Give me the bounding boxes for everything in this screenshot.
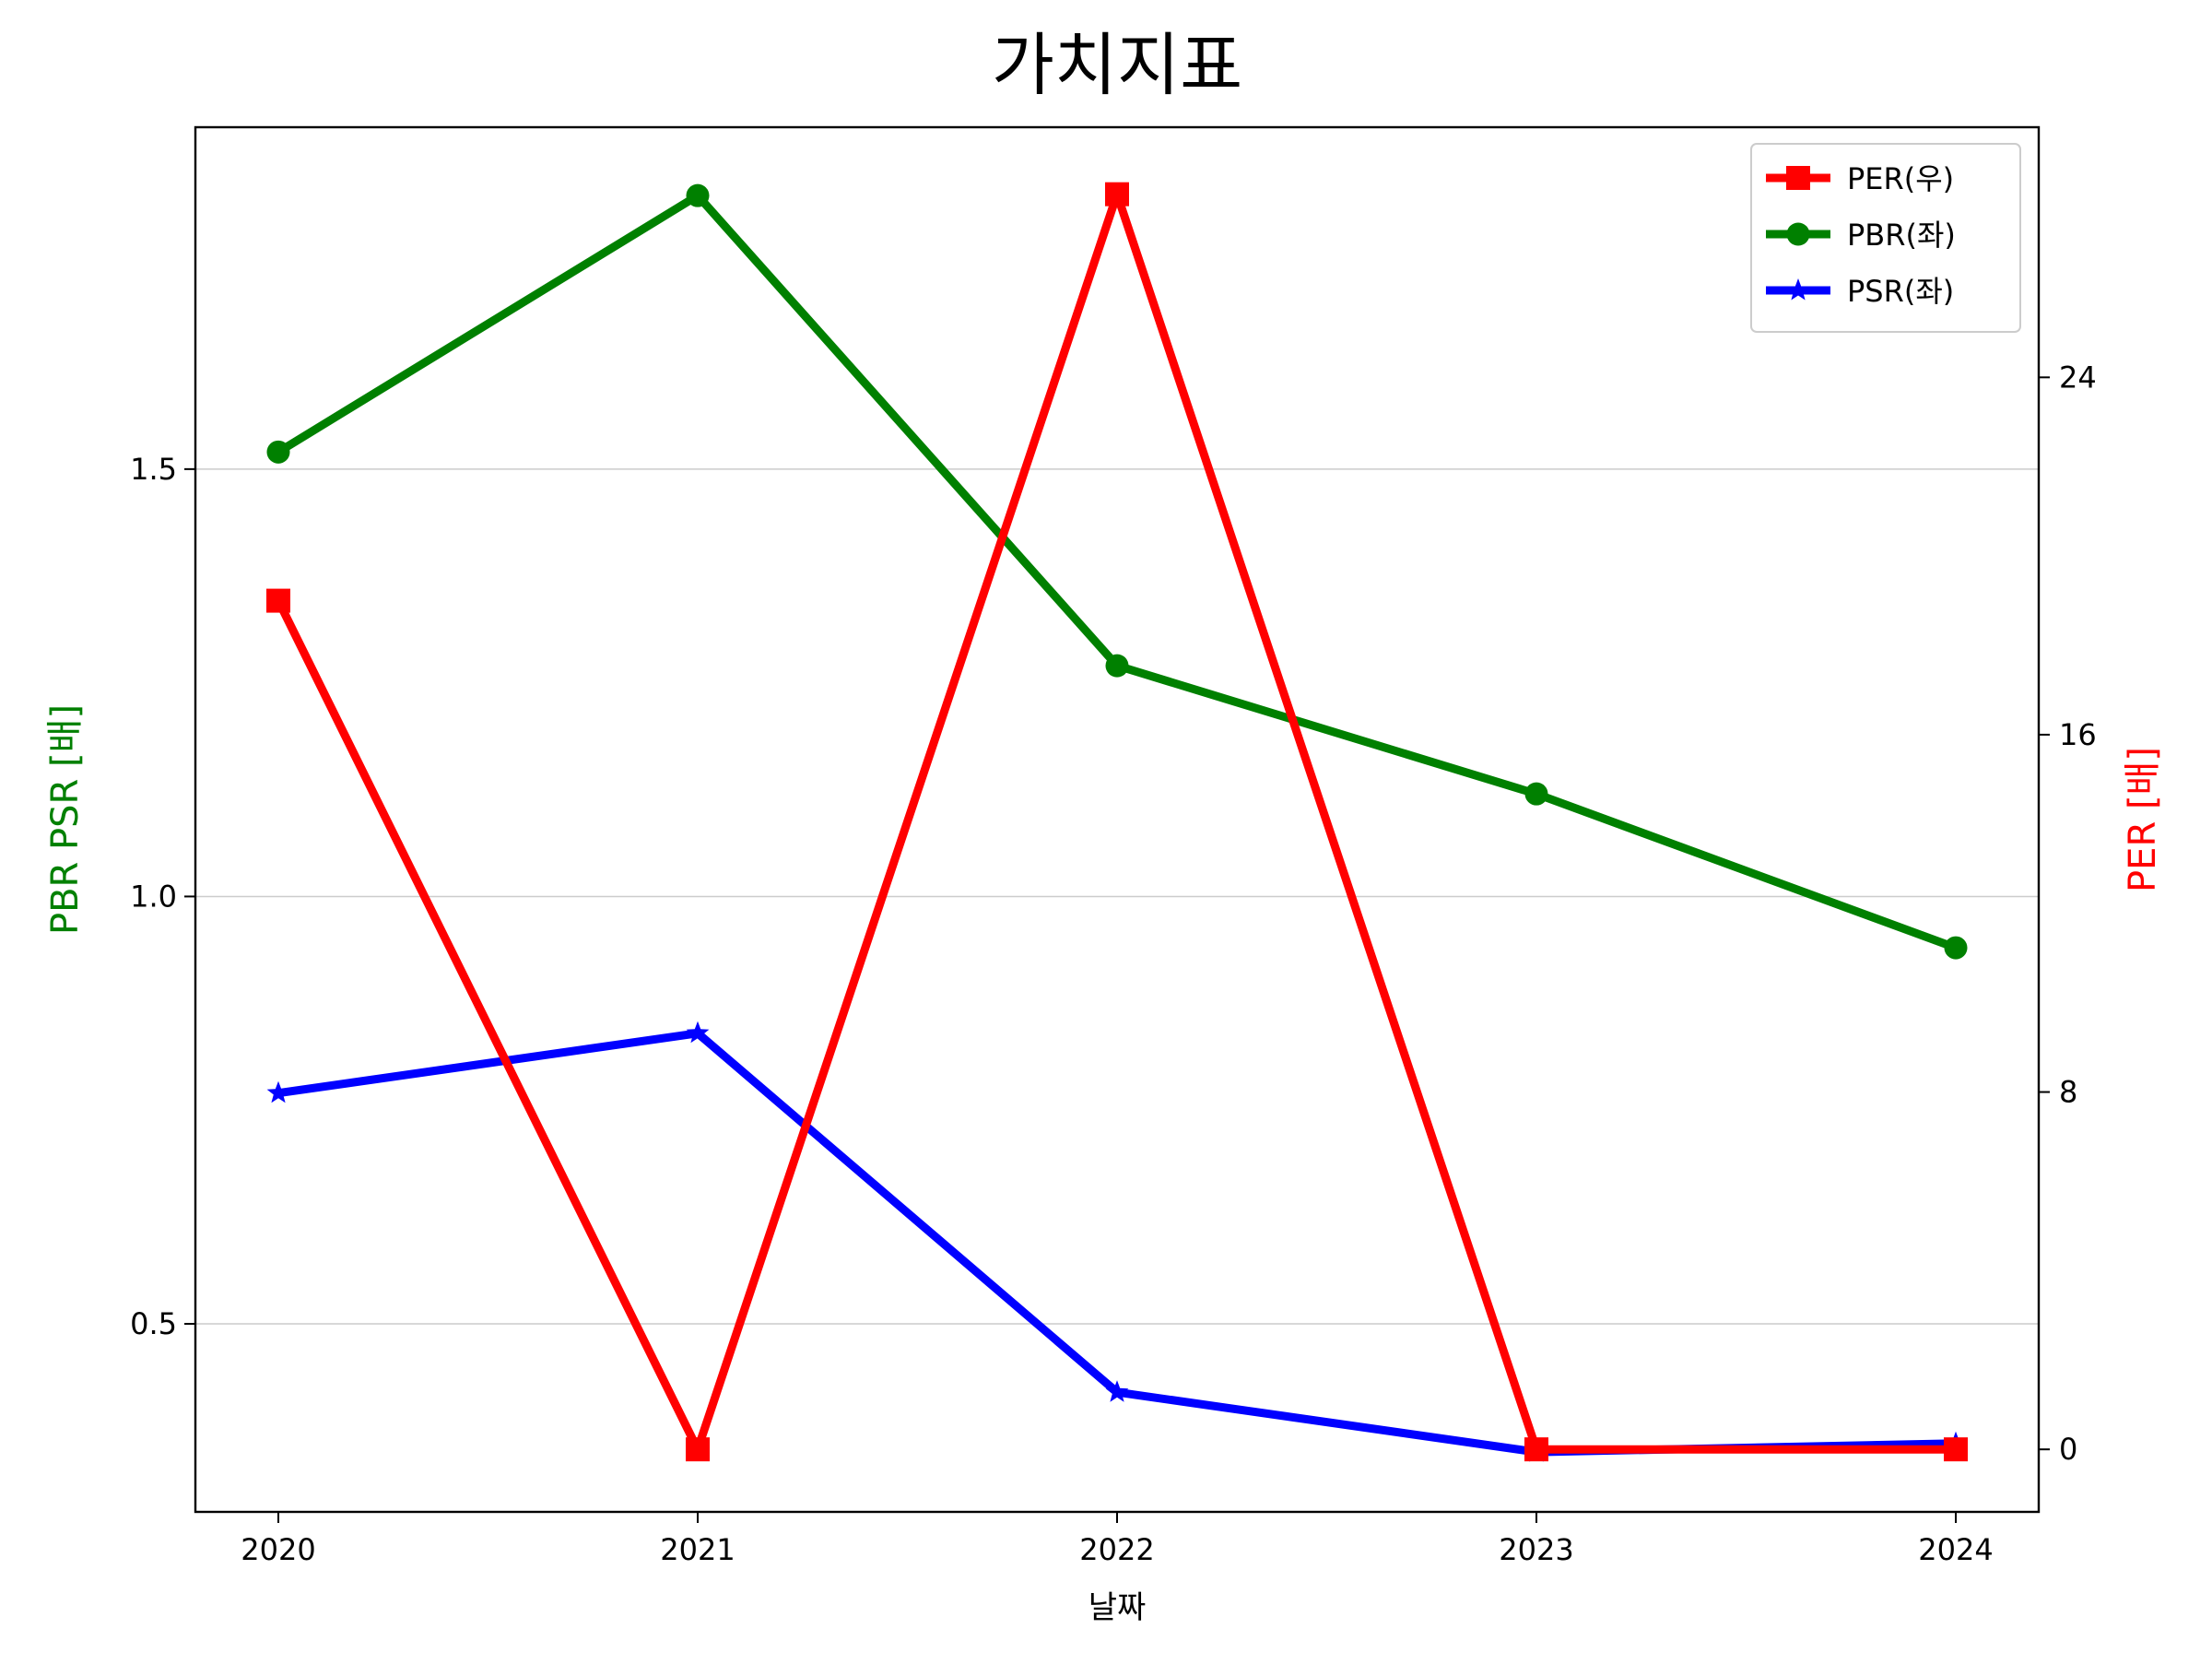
- legend-label: PSR(좌): [1847, 274, 1954, 309]
- x-tick-label: 2021: [660, 1532, 735, 1567]
- left-tick-label: 1.5: [130, 452, 177, 487]
- data-point: [1105, 654, 1129, 678]
- legend-items: PER(우) PBR(좌) PSR(좌): [1766, 161, 1956, 309]
- x-axis: 2020 2021 2022 2023 2024: [241, 1512, 1994, 1567]
- right-tick-label: 16: [2059, 717, 2097, 752]
- left-tick-label: 0.5: [130, 1306, 177, 1341]
- data-point: [1105, 1380, 1129, 1402]
- right-axis-label: PER [배]: [2122, 747, 2164, 892]
- left-axis: 0.5 1.0 1.5: [130, 452, 195, 1341]
- data-point: [266, 440, 290, 464]
- series-0: [266, 182, 1968, 1462]
- legend-marker: [1786, 278, 1810, 301]
- legend-entry: PBR(좌): [1766, 218, 1956, 253]
- legend-entry: PER(우): [1766, 161, 1954, 196]
- right-tick-label: 24: [2059, 360, 2097, 395]
- legend-marker: [1786, 166, 1810, 190]
- data-point: [686, 1437, 710, 1462]
- data-point: [686, 183, 710, 207]
- right-tick-label: 8: [2059, 1075, 2077, 1110]
- data-point: [1944, 1437, 1968, 1462]
- legend-entry: PSR(좌): [1766, 274, 1954, 309]
- x-tick-label: 2022: [1079, 1532, 1154, 1567]
- legend-label: PER(우): [1847, 161, 1954, 196]
- legend-marker: [1786, 222, 1810, 246]
- data-point: [266, 1080, 290, 1103]
- data-point: [266, 588, 290, 613]
- legend: PER(우) PBR(좌) PSR(좌): [1750, 143, 2021, 333]
- x-tick-label: 2023: [1499, 1532, 1573, 1567]
- chart-title: 가치지표: [992, 26, 1242, 105]
- legend-box: [1750, 143, 2021, 333]
- right-tick-label: 0: [2059, 1432, 2077, 1467]
- x-tick-label: 2024: [1918, 1532, 1993, 1567]
- left-axis-label: PBR PSR [배]: [44, 704, 87, 935]
- data-point: [1524, 782, 1548, 806]
- data-point: [1524, 1437, 1548, 1462]
- x-tick-label: 2020: [241, 1532, 315, 1567]
- gridlines: [195, 468, 2039, 1325]
- series-1: [266, 183, 1968, 960]
- data-point: [1944, 936, 1968, 960]
- right-axis: 0 8 16 24: [2039, 360, 2097, 1467]
- left-tick-label: 1.0: [130, 879, 177, 914]
- x-axis-label: 날짜: [1088, 1589, 1147, 1626]
- series-layer: [266, 182, 1968, 1462]
- data-point: [686, 1021, 710, 1044]
- data-point: [1105, 182, 1129, 207]
- legend-label: PBR(좌): [1847, 218, 1956, 253]
